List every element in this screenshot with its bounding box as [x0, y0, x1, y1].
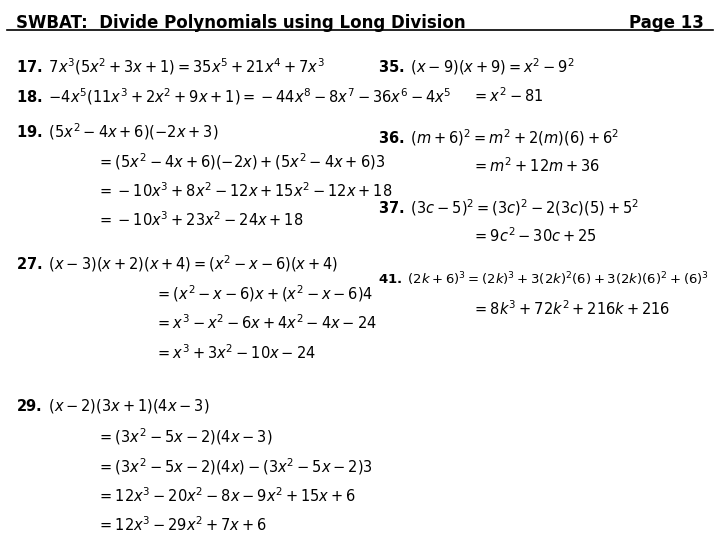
Text: $\mathbf{36.}\;(m+6)^2 = m^2 + 2(m)(6) + 6^2$: $\mathbf{36.}\;(m+6)^2 = m^2 + 2(m)(6) +…	[378, 127, 619, 147]
Text: $\mathbf{17.}\;7x^3(5x^2 + 3x + 1) = 35x^5 + 21x^4 + 7x^3$: $\mathbf{17.}\;7x^3(5x^2 + 3x + 1) = 35x…	[16, 57, 325, 77]
Text: $= m^2 + 12m + 36$: $= m^2 + 12m + 36$	[472, 157, 600, 176]
Text: $= x^3 - x^2 - 6x + 4x^2 - 4x - 24$: $= x^3 - x^2 - 6x + 4x^2 - 4x - 24$	[155, 313, 377, 332]
Text: $\mathbf{29.}\;(x-2)(3x+1)(4x-3)$: $\mathbf{29.}\;(x-2)(3x+1)(4x-3)$	[16, 397, 210, 415]
Text: Page 13: Page 13	[629, 14, 704, 31]
Text: $= x^2 - 81$: $= x^2 - 81$	[472, 86, 543, 105]
Text: $\mathbf{35.}\;(x-9)(x+9) = x^2 - 9^2$: $\mathbf{35.}\;(x-9)(x+9) = x^2 - 9^2$	[378, 57, 575, 77]
Text: $\mathbf{19.}\;(5x^2 - 4x + 6)(-2x + 3)$: $\mathbf{19.}\;(5x^2 - 4x + 6)(-2x + 3)$	[16, 122, 218, 142]
Text: $\mathbf{18.}\;{-4x^5}(11x^3 + 2x^2 + 9x + 1) = -44x^8 - 8x^7 - 36x^6 - 4x^5$: $\mathbf{18.}\;{-4x^5}(11x^3 + 2x^2 + 9x…	[16, 86, 451, 107]
Text: $= 8k^3 + 72k^2 + 216k + 216$: $= 8k^3 + 72k^2 + 216k + 216$	[472, 300, 670, 319]
Text: $= 9c^2 - 30c + 25$: $= 9c^2 - 30c + 25$	[472, 227, 596, 246]
Text: $= -10x^3 + 23x^2 - 24x + 18$: $= -10x^3 + 23x^2 - 24x + 18$	[97, 211, 304, 229]
Text: SWBAT:  Divide Polynomials using Long Division: SWBAT: Divide Polynomials using Long Div…	[16, 14, 465, 31]
Text: $= x^3 + 3x^2 - 10x - 24$: $= x^3 + 3x^2 - 10x - 24$	[155, 343, 315, 362]
Text: $\mathbf{41.}\;(2k+6)^3 = (2k)^3 + 3(2k)^2(6) + 3(2k)(6)^2 + (6)^3$: $\mathbf{41.}\;(2k+6)^3 = (2k)^3 + 3(2k)…	[378, 270, 709, 288]
Text: $= (3x^2 - 5x - 2)(4x - 3)$: $= (3x^2 - 5x - 2)(4x - 3)$	[97, 427, 273, 447]
Text: $= -10x^3 + 8x^2 - 12x + 15x^2 - 12x + 18$: $= -10x^3 + 8x^2 - 12x + 15x^2 - 12x + 1…	[97, 181, 392, 200]
Text: $\mathbf{37.}\;(3c-5)^2 = (3c)^2 - 2(3c)(5) + 5^2$: $\mathbf{37.}\;(3c-5)^2 = (3c)^2 - 2(3c)…	[378, 197, 639, 218]
Text: $= 12x^3 - 20x^2 - 8x - 9x^2 + 15x + 6$: $= 12x^3 - 20x^2 - 8x - 9x^2 + 15x + 6$	[97, 486, 356, 505]
Text: $\mathbf{27.}\;(x-3)(x+2)(x+4) = (x^2 - x - 6)(x+4)$: $\mathbf{27.}\;(x-3)(x+2)(x+4) = (x^2 - …	[16, 254, 338, 274]
Text: $= (5x^2 - 4x + 6)(-2x) + (5x^2 - 4x + 6)3$: $= (5x^2 - 4x + 6)(-2x) + (5x^2 - 4x + 6…	[97, 151, 385, 172]
Text: $= 12x^3 - 29x^2 + 7x + 6$: $= 12x^3 - 29x^2 + 7x + 6$	[97, 516, 267, 535]
Text: $= (3x^2 - 5x - 2)(4x) - (3x^2 - 5x - 2)3$: $= (3x^2 - 5x - 2)(4x) - (3x^2 - 5x - 2)…	[97, 456, 373, 477]
Text: $= (x^2 - x - 6)x + (x^2 - x - 6)4$: $= (x^2 - x - 6)x + (x^2 - x - 6)4$	[155, 284, 373, 304]
